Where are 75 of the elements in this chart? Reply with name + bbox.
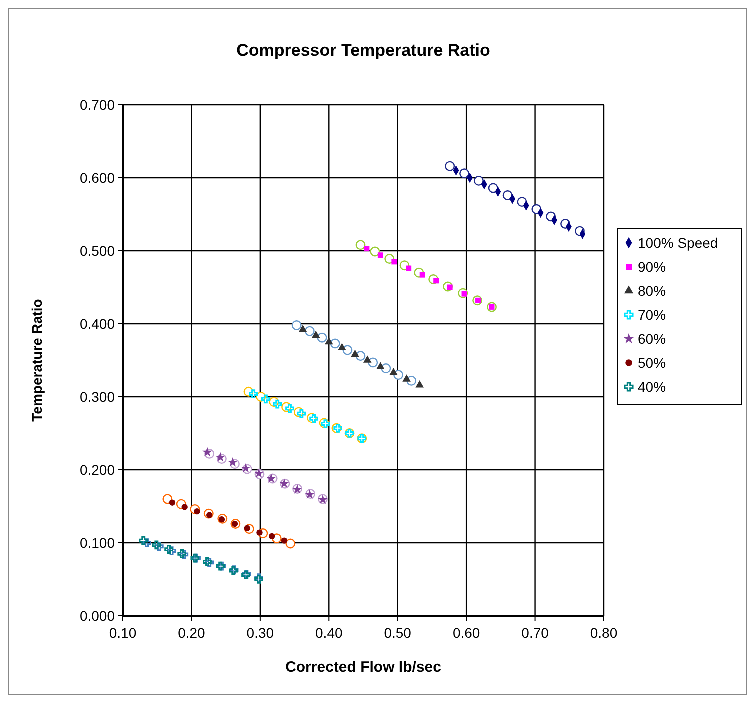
point xyxy=(392,259,398,265)
point xyxy=(364,246,370,252)
point xyxy=(292,320,302,330)
point xyxy=(402,374,411,382)
legend-label: 90% xyxy=(638,259,666,275)
point xyxy=(356,240,366,250)
x-tick-label: 0.50 xyxy=(384,625,412,641)
point xyxy=(310,414,318,424)
point xyxy=(390,368,398,376)
point xyxy=(286,404,294,414)
point xyxy=(304,326,315,336)
point xyxy=(162,494,173,504)
y-tick-label: 0.000 xyxy=(80,608,116,624)
point xyxy=(286,538,296,549)
point xyxy=(281,538,288,544)
y-tick-label: 0.600 xyxy=(80,170,116,186)
y-tick-label: 0.100 xyxy=(80,535,116,551)
point xyxy=(182,504,188,510)
point xyxy=(205,558,214,568)
point xyxy=(488,183,498,194)
point xyxy=(152,540,162,550)
x-axis-title: Corrected Flow lb/sec xyxy=(286,659,442,676)
legend-label: 100% Speed xyxy=(638,235,718,251)
point xyxy=(298,325,308,332)
point xyxy=(460,168,470,179)
point xyxy=(269,533,276,540)
y-tick-label: 0.300 xyxy=(80,389,116,405)
x-tick-label: 0.70 xyxy=(522,625,550,641)
point xyxy=(406,266,412,272)
legend-label: 50% xyxy=(638,355,666,371)
x-tick-label: 0.80 xyxy=(590,625,618,641)
point xyxy=(228,458,238,467)
y-tick-label: 0.400 xyxy=(80,316,116,332)
point xyxy=(249,390,258,399)
point xyxy=(139,536,148,546)
point xyxy=(363,356,372,363)
point xyxy=(142,538,152,548)
point xyxy=(474,176,484,186)
legend-label: 40% xyxy=(638,379,666,395)
y-tick-label: 0.200 xyxy=(80,462,116,478)
x-tick-label: 0.20 xyxy=(178,625,206,641)
legend-label: 80% xyxy=(638,283,666,299)
point xyxy=(216,452,226,462)
chart-title: Compressor Temperature Ratio xyxy=(236,41,490,60)
point xyxy=(154,542,164,552)
point xyxy=(351,350,360,358)
point xyxy=(202,447,212,457)
x-tick-label: 0.40 xyxy=(316,625,343,641)
point xyxy=(169,500,176,506)
x-tick-label: 0.60 xyxy=(452,625,480,641)
point xyxy=(297,409,306,418)
x-tick-label: 0.30 xyxy=(246,625,274,641)
point xyxy=(273,400,282,409)
y-tick-label: 0.700 xyxy=(80,97,116,113)
point xyxy=(330,338,340,349)
point xyxy=(262,394,270,404)
point xyxy=(378,252,384,258)
y-tick-label: 0.500 xyxy=(80,243,116,259)
point xyxy=(164,545,174,554)
point xyxy=(502,190,513,200)
point xyxy=(445,161,456,172)
point xyxy=(167,546,176,556)
y-axis-title: Temperature Ratio xyxy=(29,299,45,422)
legend-label: 70% xyxy=(638,307,666,323)
point xyxy=(370,246,380,257)
x-tick-label: 0.10 xyxy=(109,625,137,641)
point xyxy=(256,530,263,536)
point xyxy=(324,337,334,345)
point xyxy=(376,362,385,370)
point xyxy=(312,330,320,338)
point xyxy=(338,343,346,350)
point xyxy=(420,272,426,278)
point xyxy=(416,380,424,388)
point xyxy=(317,332,328,343)
legend-label: 60% xyxy=(638,331,666,347)
